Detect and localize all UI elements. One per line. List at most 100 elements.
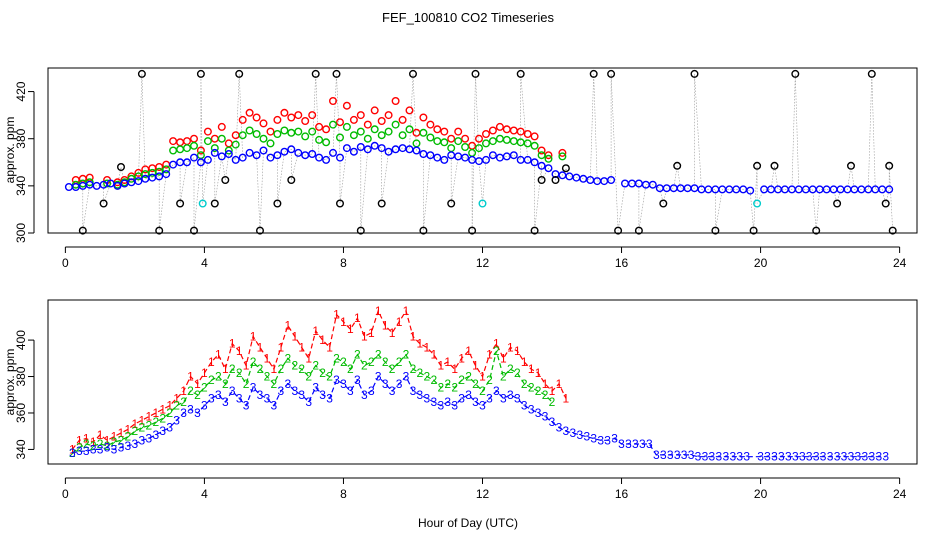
top-point-flag — [471, 69, 480, 78]
bottom-point-label-series1: 1 — [430, 348, 437, 362]
bottom-y-axis: 340 360 380 400 — [14, 330, 35, 459]
bottom-point-label-series1: 1 — [284, 319, 291, 333]
bottom-point-label-series1: 1 — [389, 326, 396, 340]
top-point-series1 — [259, 119, 268, 128]
bottom-line-series1 — [71, 309, 567, 450]
top-point-series1 — [419, 113, 428, 122]
bottom-point-label-series1: 1 — [375, 304, 382, 318]
top-point-flag — [196, 69, 205, 78]
bottom-point-label-series2: 2 — [444, 377, 451, 391]
top-x-tick-label: 20 — [754, 256, 768, 270]
top-point-series2 — [537, 151, 546, 160]
top-y-axis: 300 340 380 420 — [14, 81, 35, 243]
top-point-series3 — [655, 184, 664, 193]
bottom-point-label-series2: 2 — [333, 351, 340, 365]
top-point-series1 — [482, 129, 491, 138]
bottom-point-label-series1: 1 — [451, 362, 458, 376]
bottom-point-label-series2: 2 — [430, 373, 437, 387]
top-point-series1 — [363, 120, 372, 129]
bottom-point-label-series1: 1 — [500, 351, 507, 365]
bottom-point-label-series3: 3 — [695, 450, 702, 464]
top-point-flag — [332, 69, 341, 78]
bottom-point-label-series2: 2 — [152, 415, 159, 429]
top-point-series2 — [488, 137, 497, 146]
top-point-flag — [749, 226, 758, 235]
top-point-series3 — [648, 180, 657, 189]
bottom-point-label-series2: 2 — [215, 370, 222, 384]
bottom-x-tick-label: 0 — [62, 487, 69, 501]
bottom-point-label-series3: 3 — [430, 395, 437, 409]
top-point-series3 — [273, 151, 282, 160]
bottom-point-label-series3: 3 — [305, 395, 312, 409]
top-point-series2 — [530, 141, 539, 150]
bottom-point-label-series2: 2 — [361, 359, 368, 373]
bottom-point-label-series3: 3 — [521, 399, 528, 413]
top-point-series3 — [370, 141, 379, 150]
bottom-point-label-series2: 2 — [500, 370, 507, 384]
bottom-point-label-series1: 1 — [444, 355, 451, 369]
bottom-point-label-series3: 3 — [736, 450, 743, 464]
top-point-series3 — [537, 161, 546, 170]
bottom-point-label-series1: 1 — [76, 433, 83, 447]
bottom-point-label-series3: 3 — [396, 377, 403, 391]
top-point-flag — [614, 226, 623, 235]
bottom-y-tick-label: 400 — [14, 330, 28, 350]
top-point-series3 — [669, 184, 678, 193]
bottom-point-label-series2: 2 — [424, 370, 431, 384]
bottom-point-label-series1: 1 — [159, 402, 166, 416]
bottom-point-label-series1: 1 — [145, 410, 152, 424]
bottom-point-label-series3: 3 — [660, 448, 667, 462]
bottom-point-label-series1: 1 — [368, 326, 375, 340]
top-x-tick-label: 4 — [201, 256, 208, 270]
top-point-flag — [468, 226, 477, 235]
top-point-series3 — [502, 152, 511, 161]
top-point-flag — [116, 162, 125, 171]
top-point-flag — [155, 226, 164, 235]
top-series-connector — [68, 73, 893, 231]
top-point-series3 — [252, 151, 261, 160]
top-point-flag — [551, 175, 560, 184]
top-point-series3 — [169, 160, 178, 169]
bottom-plot-frame — [47, 299, 918, 465]
top-point-series1 — [169, 137, 178, 146]
bottom-point-label-series3: 3 — [507, 388, 514, 402]
top-point-flag — [812, 226, 821, 235]
top-x-axis: 0 4 8 12 16 20 24 — [62, 246, 907, 270]
bottom-point-label-series2: 2 — [472, 377, 479, 391]
bottom-point-label-series1: 1 — [243, 359, 250, 373]
bottom-point-label-series2: 2 — [507, 362, 514, 376]
bottom-point-label-series1: 1 — [556, 377, 563, 391]
bottom-point-label-series1: 1 — [493, 337, 500, 351]
top-point-series1 — [308, 111, 317, 120]
top-point-series2 — [342, 122, 351, 131]
top-point-series2 — [287, 128, 296, 137]
top-point-series2 — [134, 172, 143, 181]
bottom-y-tick-label: 360 — [14, 403, 28, 423]
bottom-point-label-series3: 3 — [716, 450, 723, 464]
top-point-flag — [273, 199, 282, 208]
top-x-tick-label: 24 — [893, 256, 907, 270]
bottom-point-label-series2: 2 — [326, 370, 333, 384]
top-point-series2 — [440, 138, 449, 147]
top-point-series1 — [461, 134, 470, 143]
top-point-flag — [881, 199, 890, 208]
top-point-flag — [176, 199, 185, 208]
bottom-point-label-series2: 2 — [298, 362, 305, 376]
bottom-point-label-series3: 3 — [792, 450, 799, 464]
bottom-point-label-series2: 2 — [347, 362, 354, 376]
bottom-point-label-series2: 2 — [542, 388, 549, 402]
top-point-series3 — [676, 184, 685, 193]
bottom-point-label-series3: 3 — [145, 432, 152, 446]
bottom-point-label-series3: 3 — [139, 433, 146, 447]
top-point-series3 — [238, 153, 247, 162]
top-point-series1 — [412, 128, 421, 137]
top-point-series2 — [454, 137, 463, 146]
top-point-series2 — [377, 131, 386, 140]
top-point-series1 — [377, 116, 386, 125]
bottom-point-label-series2: 2 — [291, 359, 298, 373]
top-point-series2 — [176, 145, 185, 154]
bottom-point-label-series3: 3 — [347, 384, 354, 398]
bottom-lines — [71, 309, 886, 458]
top-point-flag — [99, 199, 108, 208]
bottom-point-label-series2: 2 — [264, 370, 271, 384]
